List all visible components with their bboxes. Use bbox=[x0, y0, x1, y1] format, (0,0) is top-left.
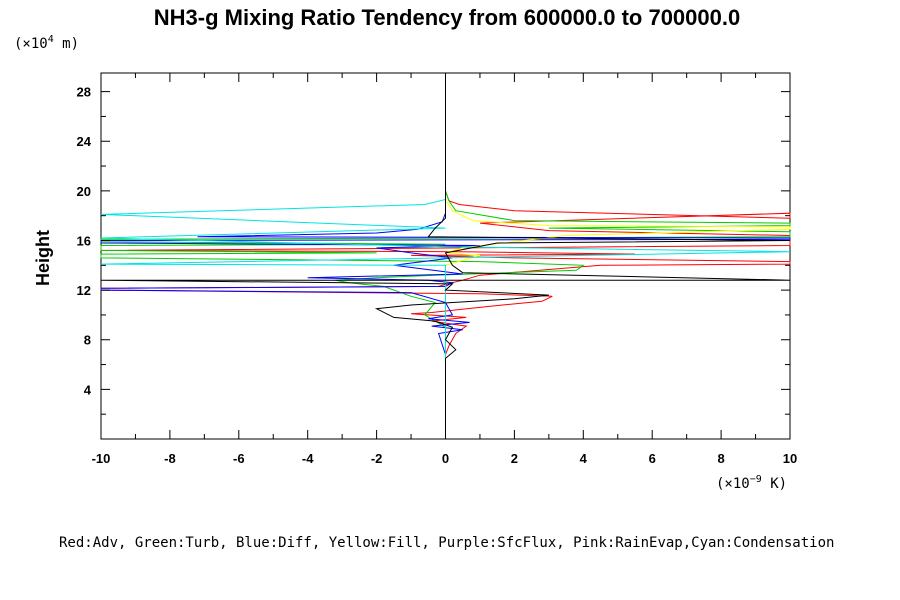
series-unlabeled bbox=[100, 73, 791, 439]
x-tick-label: -4 bbox=[302, 451, 314, 466]
y-tick-label: 24 bbox=[77, 134, 92, 149]
y-unit-label: (×104 m) bbox=[14, 34, 79, 52]
y-tick-label: 8 bbox=[84, 333, 91, 348]
y-tick-label: 20 bbox=[77, 184, 91, 199]
x-tick-label: 10 bbox=[783, 451, 797, 466]
x-unit-label: (×10−9 K) bbox=[716, 474, 787, 492]
y-ticks: 4 8 12 16 20 24 28 bbox=[77, 85, 790, 415]
x-tick-label: 6 bbox=[649, 451, 656, 466]
x-tick-label: 2 bbox=[511, 451, 518, 466]
x-ticks: -10 -8 -6 -4 -2 0 2 4 6 8 10 bbox=[92, 73, 797, 466]
series-condensation bbox=[100, 73, 791, 439]
x-tick-label: -8 bbox=[164, 451, 176, 466]
y-tick-label: 12 bbox=[77, 283, 91, 298]
y-axis-label: Height bbox=[33, 230, 53, 286]
x-tick-label: -2 bbox=[371, 451, 383, 466]
x-tick-label: -6 bbox=[233, 451, 245, 466]
series-fill bbox=[445, 73, 791, 439]
legend-text: Red:Adv, Green:Turb, Blue:Diff, Yellow:F… bbox=[59, 535, 834, 551]
series-adv bbox=[100, 73, 791, 439]
x-tick-label: 4 bbox=[580, 451, 588, 466]
x-tick-label: 8 bbox=[717, 451, 724, 466]
series-layer bbox=[100, 73, 791, 439]
y-tick-label: 16 bbox=[77, 233, 91, 248]
series-turb bbox=[100, 73, 791, 439]
y-tick-label: 28 bbox=[77, 85, 91, 100]
y-tick-label: 4 bbox=[84, 382, 92, 397]
chart-title: NH3-g Mixing Ratio Tendency from 600000.… bbox=[154, 5, 740, 30]
x-tick-label: -10 bbox=[92, 451, 111, 466]
series-diff bbox=[100, 73, 791, 439]
x-tick-label: 0 bbox=[442, 451, 449, 466]
